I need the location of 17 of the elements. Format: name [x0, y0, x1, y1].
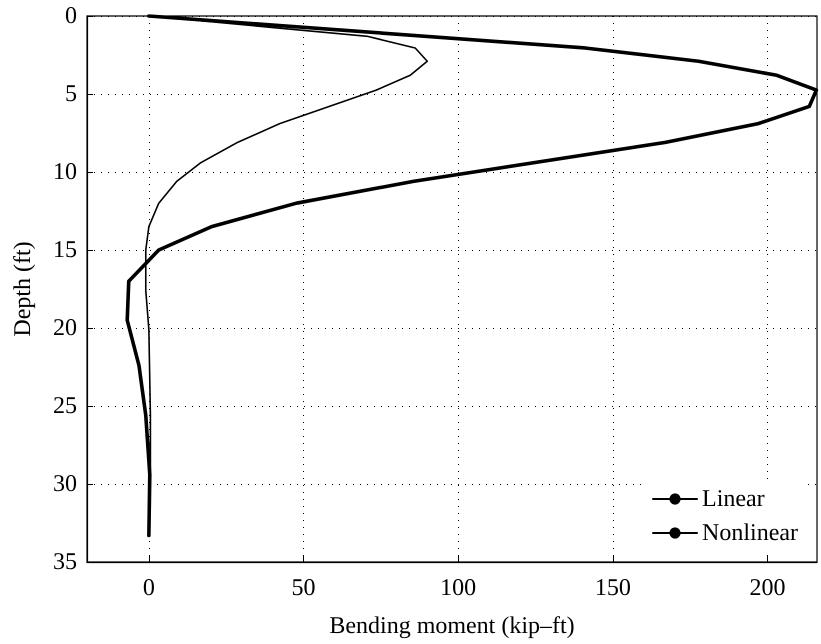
y-tick-label: 35	[53, 549, 77, 575]
x-tick-label: 150	[594, 575, 631, 601]
y-tick-label: 5	[65, 81, 77, 107]
x-tick-label: 50	[292, 575, 316, 601]
legend-label: Nonlinear	[702, 520, 798, 546]
y-tick-label: 25	[53, 393, 77, 419]
x-tick-label: 100	[440, 575, 476, 601]
y-tick-label: 20	[53, 315, 77, 341]
y-tick-label: 30	[53, 471, 77, 497]
legend-label: Linear	[702, 486, 765, 512]
y-tick-label: 0	[65, 3, 77, 29]
y-tick-label: 10	[53, 159, 77, 185]
x-tick-label: 200	[750, 575, 786, 601]
y-axis-title: Depth (ft)	[10, 241, 36, 337]
x-axis-title: Bending moment (kip–ft)	[329, 613, 575, 639]
x-tick-label: 0	[142, 575, 155, 601]
y-tick-label: 15	[53, 237, 77, 263]
